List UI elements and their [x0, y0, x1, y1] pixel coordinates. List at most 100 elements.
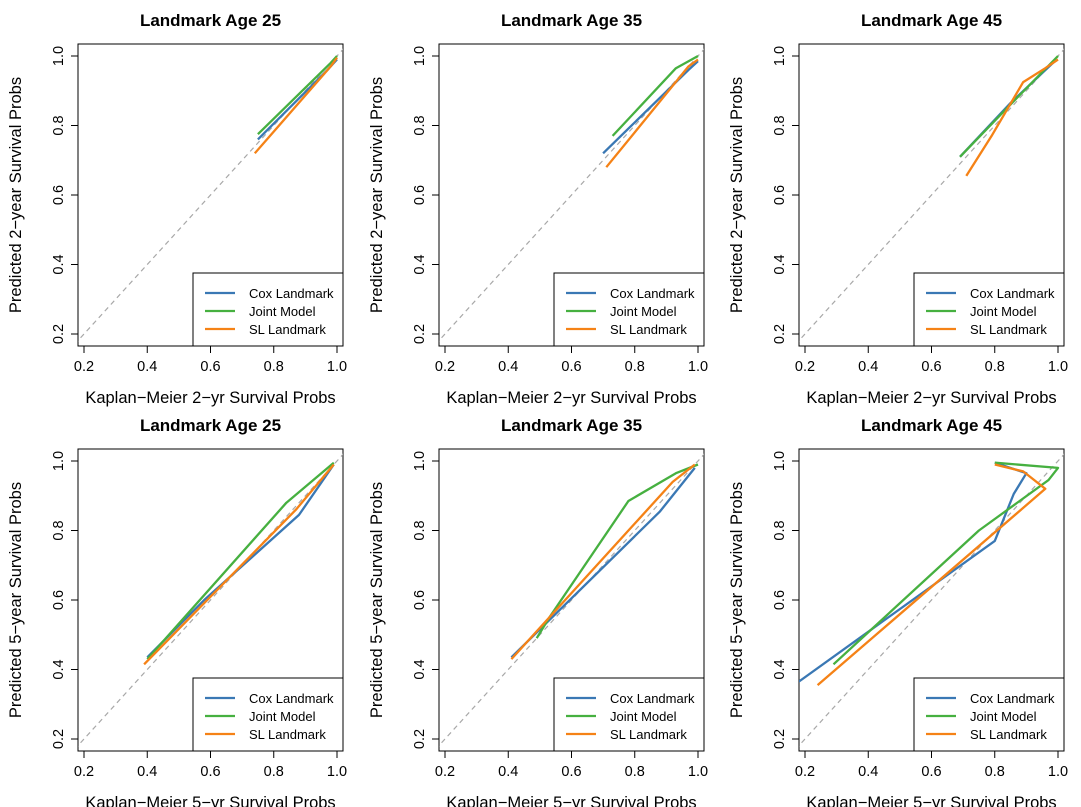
y-tick-label: 0.8 [772, 115, 788, 135]
y-tick-label: 0.2 [51, 729, 67, 749]
legend-label: SL Landmark [970, 727, 1047, 742]
y-tick-label: 0.4 [412, 254, 428, 274]
x-tick-label: 0.6 [561, 359, 581, 375]
reference-diagonal [78, 453, 343, 747]
series-line-cox [602, 60, 699, 155]
series-line-sl [143, 463, 335, 666]
y-tick-label: 0.4 [772, 254, 788, 274]
panel-title: Landmark Age 35 [501, 416, 642, 435]
legend: Cox Landmark Joint Model SL Landmark [553, 677, 705, 752]
x-tick-label: 0.8 [625, 764, 645, 780]
series-line-joint [257, 55, 338, 136]
legend-label: Cox Landmark [610, 691, 695, 706]
series-line-sl [965, 58, 1059, 177]
legend-label: Cox Landmark [249, 286, 334, 301]
series-line-cox [799, 461, 1028, 683]
legend-label: Joint Model [970, 304, 1037, 319]
y-axis-label: Predicted 2−year Survival Probs [728, 77, 746, 313]
x-tick-label: 0.8 [985, 359, 1005, 375]
x-tick-label: 0.8 [264, 359, 284, 375]
legend-box [192, 272, 344, 347]
y-axis-label: Predicted 5−year Survival Probs [728, 482, 746, 718]
legend: Cox Landmark Joint Model SL Landmark [192, 677, 344, 752]
y-tick-label: 0.2 [772, 729, 788, 749]
x-axis-label: Kaplan−Meier 5−yr Survival Probs [446, 794, 696, 807]
panel-6: Landmark Age 45 0.2 0.4 0.6 0.8 1.0 0.2 0.4 0.6 0… [728, 416, 1068, 807]
x-tick-label: 0.8 [985, 764, 1005, 780]
legend-box [913, 677, 1065, 752]
y-axis-label: Predicted 2−year Survival Probs [7, 77, 25, 313]
legend-label: Cox Landmark [970, 286, 1055, 301]
x-tick-label: 1.0 [688, 764, 708, 780]
y-tick-label: 0.2 [772, 324, 788, 344]
y-axis-label: Predicted 5−year Survival Probs [7, 482, 25, 718]
y-axis-label: Predicted 2−year Survival Probs [368, 77, 386, 313]
panel-title: Landmark Age 35 [501, 11, 642, 30]
reference-diagonal [799, 48, 1064, 342]
y-tick-label: 0.8 [412, 115, 428, 135]
y-tick-label: 1.0 [772, 451, 788, 471]
y-tick-label: 0.4 [412, 659, 428, 679]
x-tick-label: 0.8 [264, 764, 284, 780]
y-tick-label: 0.6 [412, 185, 428, 205]
x-tick-label: 0.6 [921, 359, 941, 375]
y-tick-label: 0.6 [51, 590, 67, 610]
series-line-sl [816, 463, 1047, 686]
legend: Cox Landmark Joint Model SL Landmark [553, 272, 705, 347]
y-tick-label: 1.0 [412, 451, 428, 471]
y-tick-label: 0.8 [772, 520, 788, 540]
panel-5: Landmark Age 35 0.2 0.4 0.6 0.8 1.0 0.2 0.4 0.6 0… [368, 416, 708, 807]
x-tick-label: 0.4 [858, 764, 878, 780]
legend-box [553, 677, 705, 752]
x-tick-label: 0.2 [435, 764, 455, 780]
y-tick-label: 1.0 [412, 46, 428, 66]
x-axis-label: Kaplan−Meier 2−yr Survival Probs [806, 389, 1056, 407]
legend-label: Cox Landmark [970, 691, 1055, 706]
y-tick-label: 0.8 [51, 520, 67, 540]
x-tick-label: 0.6 [561, 764, 581, 780]
series-line-sl [253, 57, 338, 155]
x-tick-label: 1.0 [688, 359, 708, 375]
series-line-sl [510, 463, 696, 660]
x-tick-label: 0.6 [921, 764, 941, 780]
reference-diagonal [439, 453, 704, 747]
series-line-joint [832, 461, 1060, 666]
panel-4: Landmark Age 25 0.2 0.4 0.6 0.8 1.0 0.2 0.4 0.6 0… [7, 416, 347, 807]
legend: Cox Landmark Joint Model SL Landmark [913, 677, 1065, 752]
legend-label: Joint Model [610, 709, 677, 724]
x-axis-label: Kaplan−Meier 5−yr Survival Probs [85, 794, 335, 807]
panel-1: Landmark Age 25 0.2 0.4 0.6 0.8 1.0 0.2 0.4 0.6 0… [7, 11, 347, 407]
x-axis-label: Kaplan−Meier 2−yr Survival Probs [85, 389, 335, 407]
x-tick-label: 0.6 [200, 764, 220, 780]
x-tick-label: 0.2 [74, 359, 94, 375]
x-tick-label: 1.0 [327, 764, 347, 780]
panel-title: Landmark Age 45 [861, 11, 1002, 30]
x-tick-label: 0.6 [200, 359, 220, 375]
x-tick-label: 0.4 [858, 359, 878, 375]
panel-title: Landmark Age 45 [861, 416, 1002, 435]
legend-label: Joint Model [249, 709, 316, 724]
x-tick-label: 0.2 [435, 359, 455, 375]
y-tick-label: 0.2 [51, 324, 67, 344]
y-tick-label: 0.8 [412, 520, 428, 540]
panel-title: Landmark Age 25 [140, 11, 281, 30]
y-tick-label: 0.4 [772, 659, 788, 679]
panel-2: Landmark Age 35 0.2 0.4 0.6 0.8 1.0 0.2 0.4 0.6 0… [368, 11, 708, 407]
y-tick-label: 0.8 [51, 115, 67, 135]
series-line-sl [605, 58, 699, 168]
legend-label: Cox Landmark [249, 691, 334, 706]
y-tick-label: 1.0 [51, 451, 67, 471]
legend-label: SL Landmark [610, 727, 687, 742]
legend-label: Cox Landmark [610, 286, 695, 301]
y-tick-label: 0.2 [412, 324, 428, 344]
series-line-joint [146, 461, 335, 660]
x-tick-label: 0.4 [137, 764, 157, 780]
series-line-joint [535, 463, 699, 639]
legend: Cox Landmark Joint Model SL Landmark [913, 272, 1065, 347]
panel-3: Landmark Age 45 0.2 0.4 0.6 0.8 1.0 0.2 0.4 0.6 0… [728, 11, 1068, 407]
x-axis-label: Kaplan−Meier 2−yr Survival Probs [446, 389, 696, 407]
x-tick-label: 1.0 [1048, 764, 1068, 780]
y-tick-label: 0.6 [772, 590, 788, 610]
y-tick-label: 0.6 [772, 185, 788, 205]
